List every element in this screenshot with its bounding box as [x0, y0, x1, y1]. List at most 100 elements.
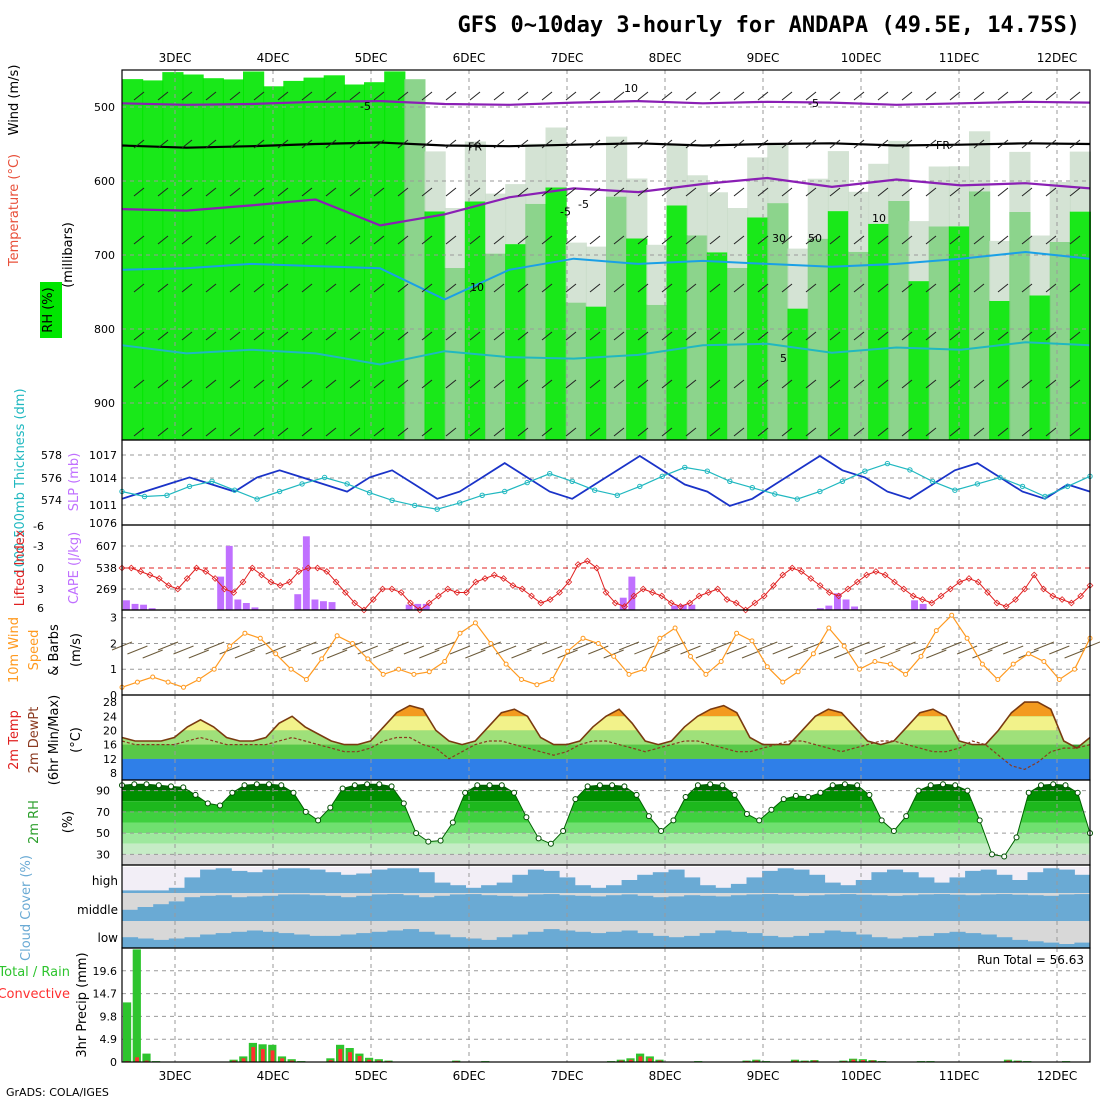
- contour-label: -5: [808, 97, 819, 110]
- date-label-top: 9DEC: [747, 51, 780, 65]
- temp-tick: 12: [103, 753, 117, 766]
- lifted-index-point: [481, 575, 489, 582]
- wind-barb: [253, 331, 265, 341]
- cape-bar: [671, 605, 679, 610]
- wind-barb: [541, 235, 553, 245]
- wind-speed-point: [872, 659, 878, 664]
- rh-column-light: [706, 192, 728, 253]
- cape-tick: 538: [96, 562, 117, 575]
- rh-point: [266, 781, 272, 788]
- lifted-index-point: [1040, 585, 1047, 593]
- wind-barb: [205, 187, 217, 197]
- temp-tick: 16: [103, 739, 117, 752]
- cape-bar: [140, 604, 147, 610]
- wind-barb: [517, 283, 529, 293]
- lifted-index-point: [342, 589, 349, 596]
- cloud-bar: [652, 872, 669, 893]
- wind-barb-10m: [956, 645, 978, 655]
- lifted-index-point: [593, 564, 601, 572]
- wind-barb: [637, 91, 649, 101]
- wind-barb: [637, 331, 649, 341]
- thickness-point: [1042, 493, 1048, 500]
- cloud-bar: [465, 938, 482, 948]
- wind-barb: [541, 187, 553, 197]
- wind-barb: [637, 235, 649, 245]
- date-label-top: 3DEC: [159, 51, 192, 65]
- wind-barb: [133, 187, 145, 197]
- rh-column: [464, 201, 486, 440]
- rh-point: [498, 782, 505, 789]
- wind-speed-point: [826, 625, 832, 631]
- wind-speed-point: [795, 669, 801, 675]
- cape-bar: [234, 599, 242, 610]
- wind-barb-10m: [403, 645, 425, 655]
- wind-speed-point: [350, 641, 355, 646]
- wind-barb: [685, 283, 697, 293]
- rh-point: [217, 802, 223, 809]
- rh-point: [327, 804, 334, 811]
- wind-speed-point: [595, 641, 601, 646]
- rh-point: [878, 817, 885, 824]
- wind-speed-point: [411, 671, 417, 677]
- wind-barb: [613, 427, 625, 437]
- wind-barb: [397, 187, 409, 197]
- rh-column-light: [1009, 151, 1031, 212]
- wind-barb: [565, 139, 577, 149]
- cloud-bar: [481, 885, 498, 893]
- wind-barb: [997, 283, 1009, 293]
- lifted-index-point: [779, 571, 787, 579]
- wind-speed-point: [334, 633, 340, 639]
- wind-barb: [253, 427, 265, 437]
- lifted-index-point: [872, 568, 880, 575]
- thickness-point: [231, 487, 238, 493]
- rh-point: [241, 782, 248, 789]
- lifted-index-point: [528, 592, 535, 600]
- cloud-bar: [559, 877, 576, 893]
- rh-column-light: [767, 143, 789, 204]
- wind-barb: [1069, 139, 1081, 149]
- cape-bar: [328, 602, 336, 610]
- wind-barb: [445, 235, 457, 245]
- wind-barb: [829, 187, 841, 197]
- thickness-tick: 574: [41, 494, 62, 507]
- thickness-point: [186, 483, 193, 490]
- wind-ylabel-2: Speed: [27, 630, 42, 671]
- rh-column-light: [464, 141, 486, 202]
- date-label-bottom: 7DEC: [551, 1069, 584, 1083]
- cloud-bar: [543, 894, 560, 921]
- cloud-bar: [246, 930, 263, 949]
- wind-barb: [325, 187, 337, 197]
- cloud-bar: [168, 938, 185, 948]
- temp-band-20: [122, 716, 1090, 731]
- rh-point: [376, 781, 383, 788]
- cloud-bar: [840, 885, 857, 893]
- pressure-tick: 500: [94, 101, 115, 114]
- cloud-bar: [980, 894, 997, 921]
- rh-point: [719, 782, 726, 789]
- cloud-bar: [949, 931, 966, 948]
- wind-barb: [613, 187, 625, 197]
- thickness-ylabel: 1000-500mb Thickness (dm): [13, 388, 28, 575]
- wind-barb: [853, 139, 865, 149]
- pressure-tick: 600: [94, 175, 115, 188]
- wind-barb: [421, 379, 433, 389]
- wind-tick: 2: [110, 637, 117, 650]
- date-label-top: 10DEC: [841, 51, 881, 65]
- wind-barb: [1045, 91, 1057, 101]
- lifted-index-line: [122, 560, 1091, 611]
- lifted-index-point: [230, 589, 238, 596]
- wind-barb: [301, 283, 313, 293]
- wind-barb: [493, 283, 505, 293]
- thickness-point: [839, 478, 846, 484]
- cloud-bar: [871, 937, 888, 948]
- cape-bar: [405, 604, 413, 610]
- cloud-bar: [699, 933, 716, 948]
- cloud-bar: [543, 870, 560, 893]
- rh-column: [626, 238, 648, 440]
- cloud-bar: [496, 882, 513, 893]
- wind-barb: [133, 331, 145, 341]
- rh-column-light: [969, 131, 991, 192]
- lifted-index-point: [919, 596, 926, 603]
- lifted-index-point: [202, 568, 210, 575]
- wind-barb-10m: [941, 641, 962, 651]
